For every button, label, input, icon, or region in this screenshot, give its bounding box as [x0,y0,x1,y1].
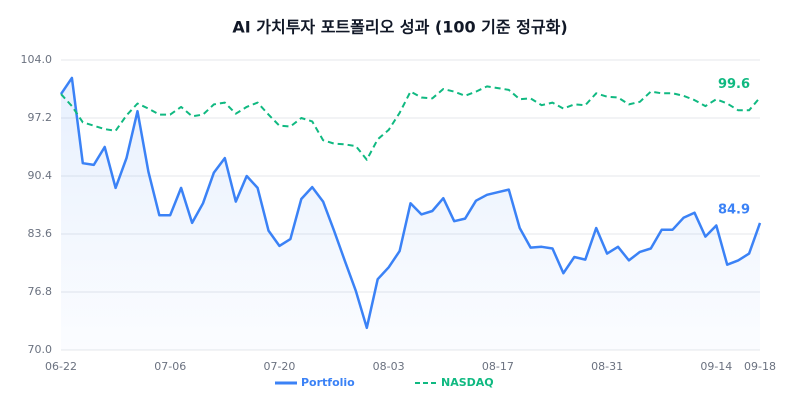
y-tick-label: 97.2 [28,111,53,124]
legend-label: NASDAQ [441,376,494,389]
end-label: 84.9 [718,202,750,217]
y-tick-label: 76.8 [28,285,53,298]
line [59,76,762,330]
y-tick-label: 83.6 [28,227,53,240]
y-tick-label: 90.4 [28,169,53,182]
x-tick-label: 06-22 [45,360,77,373]
x-tick-label: 09-18 [744,360,776,373]
y-tick-label: 70.0 [28,343,53,356]
chart-title: AI 가치투자 포트폴리오 성과 (100 기준 정규화) [232,18,567,37]
end-label: 99.6 [718,77,750,92]
x-tick-label: 08-03 [373,360,405,373]
area [61,77,760,351]
x-tick-label: 07-20 [263,360,295,373]
x-tick-label: 09-14 [700,360,732,373]
x-tick-label: 07-06 [154,360,186,373]
x-tick-label: 08-17 [482,360,514,373]
legend-label: Portfolio [301,376,355,389]
x-tick-label: 08-31 [591,360,623,373]
y-tick-label: 104.0 [21,53,53,66]
